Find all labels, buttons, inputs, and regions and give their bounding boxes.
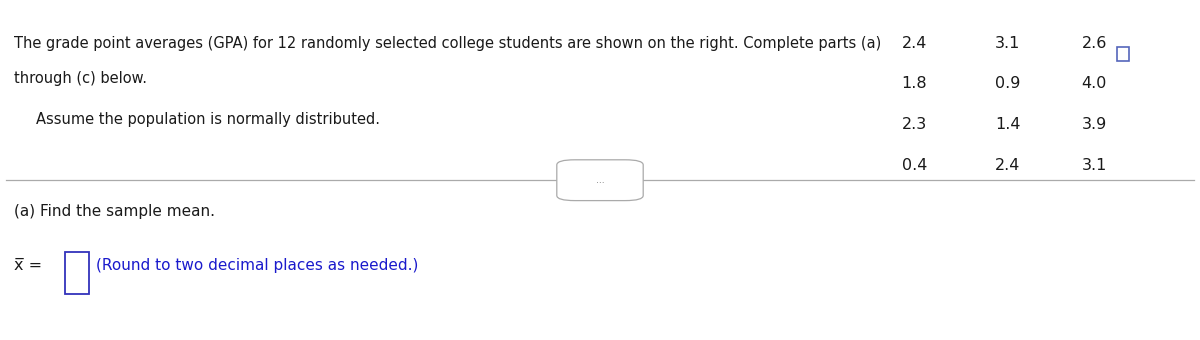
Text: (Round to two decimal places as needed.): (Round to two decimal places as needed.) — [96, 258, 419, 273]
Text: 2.4: 2.4 — [995, 158, 1021, 173]
Text: ...: ... — [595, 176, 605, 185]
Text: 2.6: 2.6 — [1081, 36, 1108, 51]
Text: 3.1: 3.1 — [995, 36, 1021, 51]
Bar — [1117, 47, 1129, 61]
Text: 3.1: 3.1 — [1081, 158, 1108, 173]
Text: (a) Find the sample mean.: (a) Find the sample mean. — [14, 204, 216, 219]
Text: 2.4: 2.4 — [901, 36, 928, 51]
Text: 0.9: 0.9 — [995, 76, 1021, 91]
Text: 1.8: 1.8 — [901, 76, 928, 91]
Text: 2.3: 2.3 — [901, 117, 928, 132]
Text: 4.0: 4.0 — [1081, 76, 1108, 91]
Text: x̅ =: x̅ = — [14, 258, 42, 273]
Text: through (c) below.: through (c) below. — [14, 71, 148, 86]
FancyBboxPatch shape — [557, 160, 643, 201]
Text: 1.4: 1.4 — [995, 117, 1021, 132]
Text: 3.9: 3.9 — [1081, 117, 1108, 132]
Text: The grade point averages (GPA) for 12 randomly selected college students are sho: The grade point averages (GPA) for 12 ra… — [14, 36, 882, 51]
Text: 0.4: 0.4 — [901, 158, 928, 173]
Text: Assume the population is normally distributed.: Assume the population is normally distri… — [36, 112, 380, 127]
